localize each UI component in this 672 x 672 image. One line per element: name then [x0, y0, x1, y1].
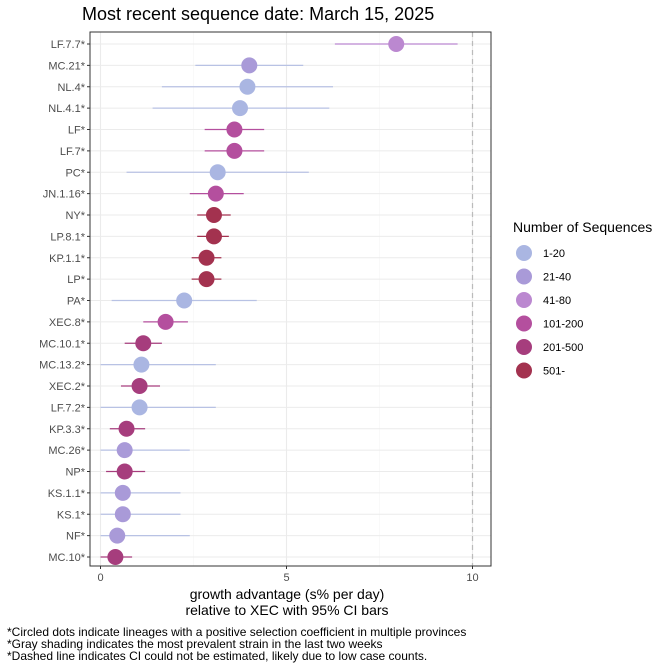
y-tick-label: MC.13.2*: [39, 360, 86, 372]
data-point: [135, 335, 152, 352]
data-point: [198, 249, 215, 266]
y-tick-label: XEC.8*: [49, 317, 86, 329]
legend-swatch: [516, 362, 532, 379]
legend-label: 201-500: [543, 342, 583, 354]
data-point: [226, 142, 243, 159]
y-tick-label: NF*: [66, 531, 86, 543]
chart-title: Most recent sequence date: March 15, 202…: [82, 4, 434, 24]
footnote-line: *Dashed line indicates CI could not be e…: [7, 649, 427, 663]
y-tick-label: PA*: [67, 296, 86, 308]
x-tick-label: 0: [97, 572, 103, 584]
legend-swatch: [516, 315, 532, 332]
data-point: [118, 420, 135, 437]
x-tick-label: 10: [466, 572, 478, 584]
y-tick-label: NL.4.1*: [48, 103, 85, 115]
panel-grid: [90, 32, 491, 566]
legend: Number of Sequences 1-20 21-40 41-80 101-20…: [513, 219, 652, 379]
y-tick-label: JN.1.16*: [43, 189, 86, 201]
y-tick-label: KP.3.3*: [49, 424, 86, 436]
y-tick-label: NY*: [65, 210, 85, 222]
x-axis-title-line2: relative to XEC with 95% CI bars: [185, 602, 388, 618]
legend-swatch: [516, 339, 532, 355]
legend-label: 501-: [543, 366, 565, 378]
y-tick-label: LF*: [68, 125, 86, 137]
data-point: [116, 442, 133, 459]
y-tick-label: LF.7.7*: [51, 39, 86, 51]
y-tick-label: KS.1*: [57, 509, 86, 521]
data-point: [207, 185, 224, 202]
data-point: [133, 356, 150, 373]
legend-title: Number of Sequences: [513, 219, 652, 235]
y-tick-label: MC.26*: [48, 445, 85, 457]
y-tick-label: KP.1.1*: [49, 253, 86, 265]
panel-border: [89, 31, 492, 567]
data-point: [107, 549, 124, 565]
data-point: [114, 506, 131, 523]
legend-label: 21-40: [543, 272, 571, 284]
data-point: [131, 378, 148, 394]
y-tick-label: LP.8.1*: [50, 231, 85, 243]
legend-label: 1-20: [543, 248, 565, 260]
y-tick-label: NP*: [65, 467, 85, 479]
y-tick-label: MC.21*: [48, 60, 85, 72]
footnote-line: *Gray shading indicates the most prevale…: [7, 637, 383, 651]
data-point: [205, 207, 222, 223]
y-tick-label: NL.4*: [57, 82, 85, 94]
legend-swatch: [516, 245, 532, 261]
y-axis-ticks: LF.7.7* MC.21* NL.4* NL.4.1* LF* LF.7* PC* JN.1…: [39, 39, 90, 564]
x-tick-label: 5: [283, 572, 289, 584]
data-point: [209, 164, 226, 181]
y-tick-label: LF.7.2*: [51, 402, 86, 414]
data-point: [157, 313, 174, 330]
data-point: [241, 57, 258, 74]
footnotes: *Circled dots indicate lineages with a p…: [7, 625, 466, 663]
y-tick-label: LF.7*: [60, 146, 86, 158]
data-point: [226, 121, 243, 138]
data-point: [205, 228, 222, 245]
data-point: [239, 78, 256, 95]
data-point: [388, 36, 405, 52]
y-tick-label: PC*: [65, 167, 85, 179]
legend-swatch: [516, 268, 532, 285]
y-tick-label: KS.1.1*: [48, 488, 86, 500]
data-point: [232, 100, 248, 117]
data-point: [131, 399, 148, 416]
footnote-line: *Circled dots indicate lineages with a p…: [7, 625, 466, 639]
data-point: [114, 484, 131, 501]
data-point: [176, 292, 193, 309]
y-tick-label: XEC.2*: [49, 381, 86, 393]
data-points: [107, 36, 405, 565]
y-tick-label: MC.10.1*: [39, 338, 86, 350]
data-point: [198, 271, 215, 288]
data-point: [116, 463, 133, 480]
data-point: [109, 527, 126, 544]
y-tick-label: MC.10*: [48, 552, 85, 564]
legend-label: 41-80: [543, 295, 571, 307]
legend-label: 101-200: [543, 319, 583, 331]
x-axis-ticks: 0 5 10: [97, 566, 479, 584]
legend-swatch: [516, 292, 532, 308]
y-tick-label: LP*: [67, 274, 85, 286]
x-axis-title-line1: growth advantage (s% per day): [190, 586, 385, 602]
